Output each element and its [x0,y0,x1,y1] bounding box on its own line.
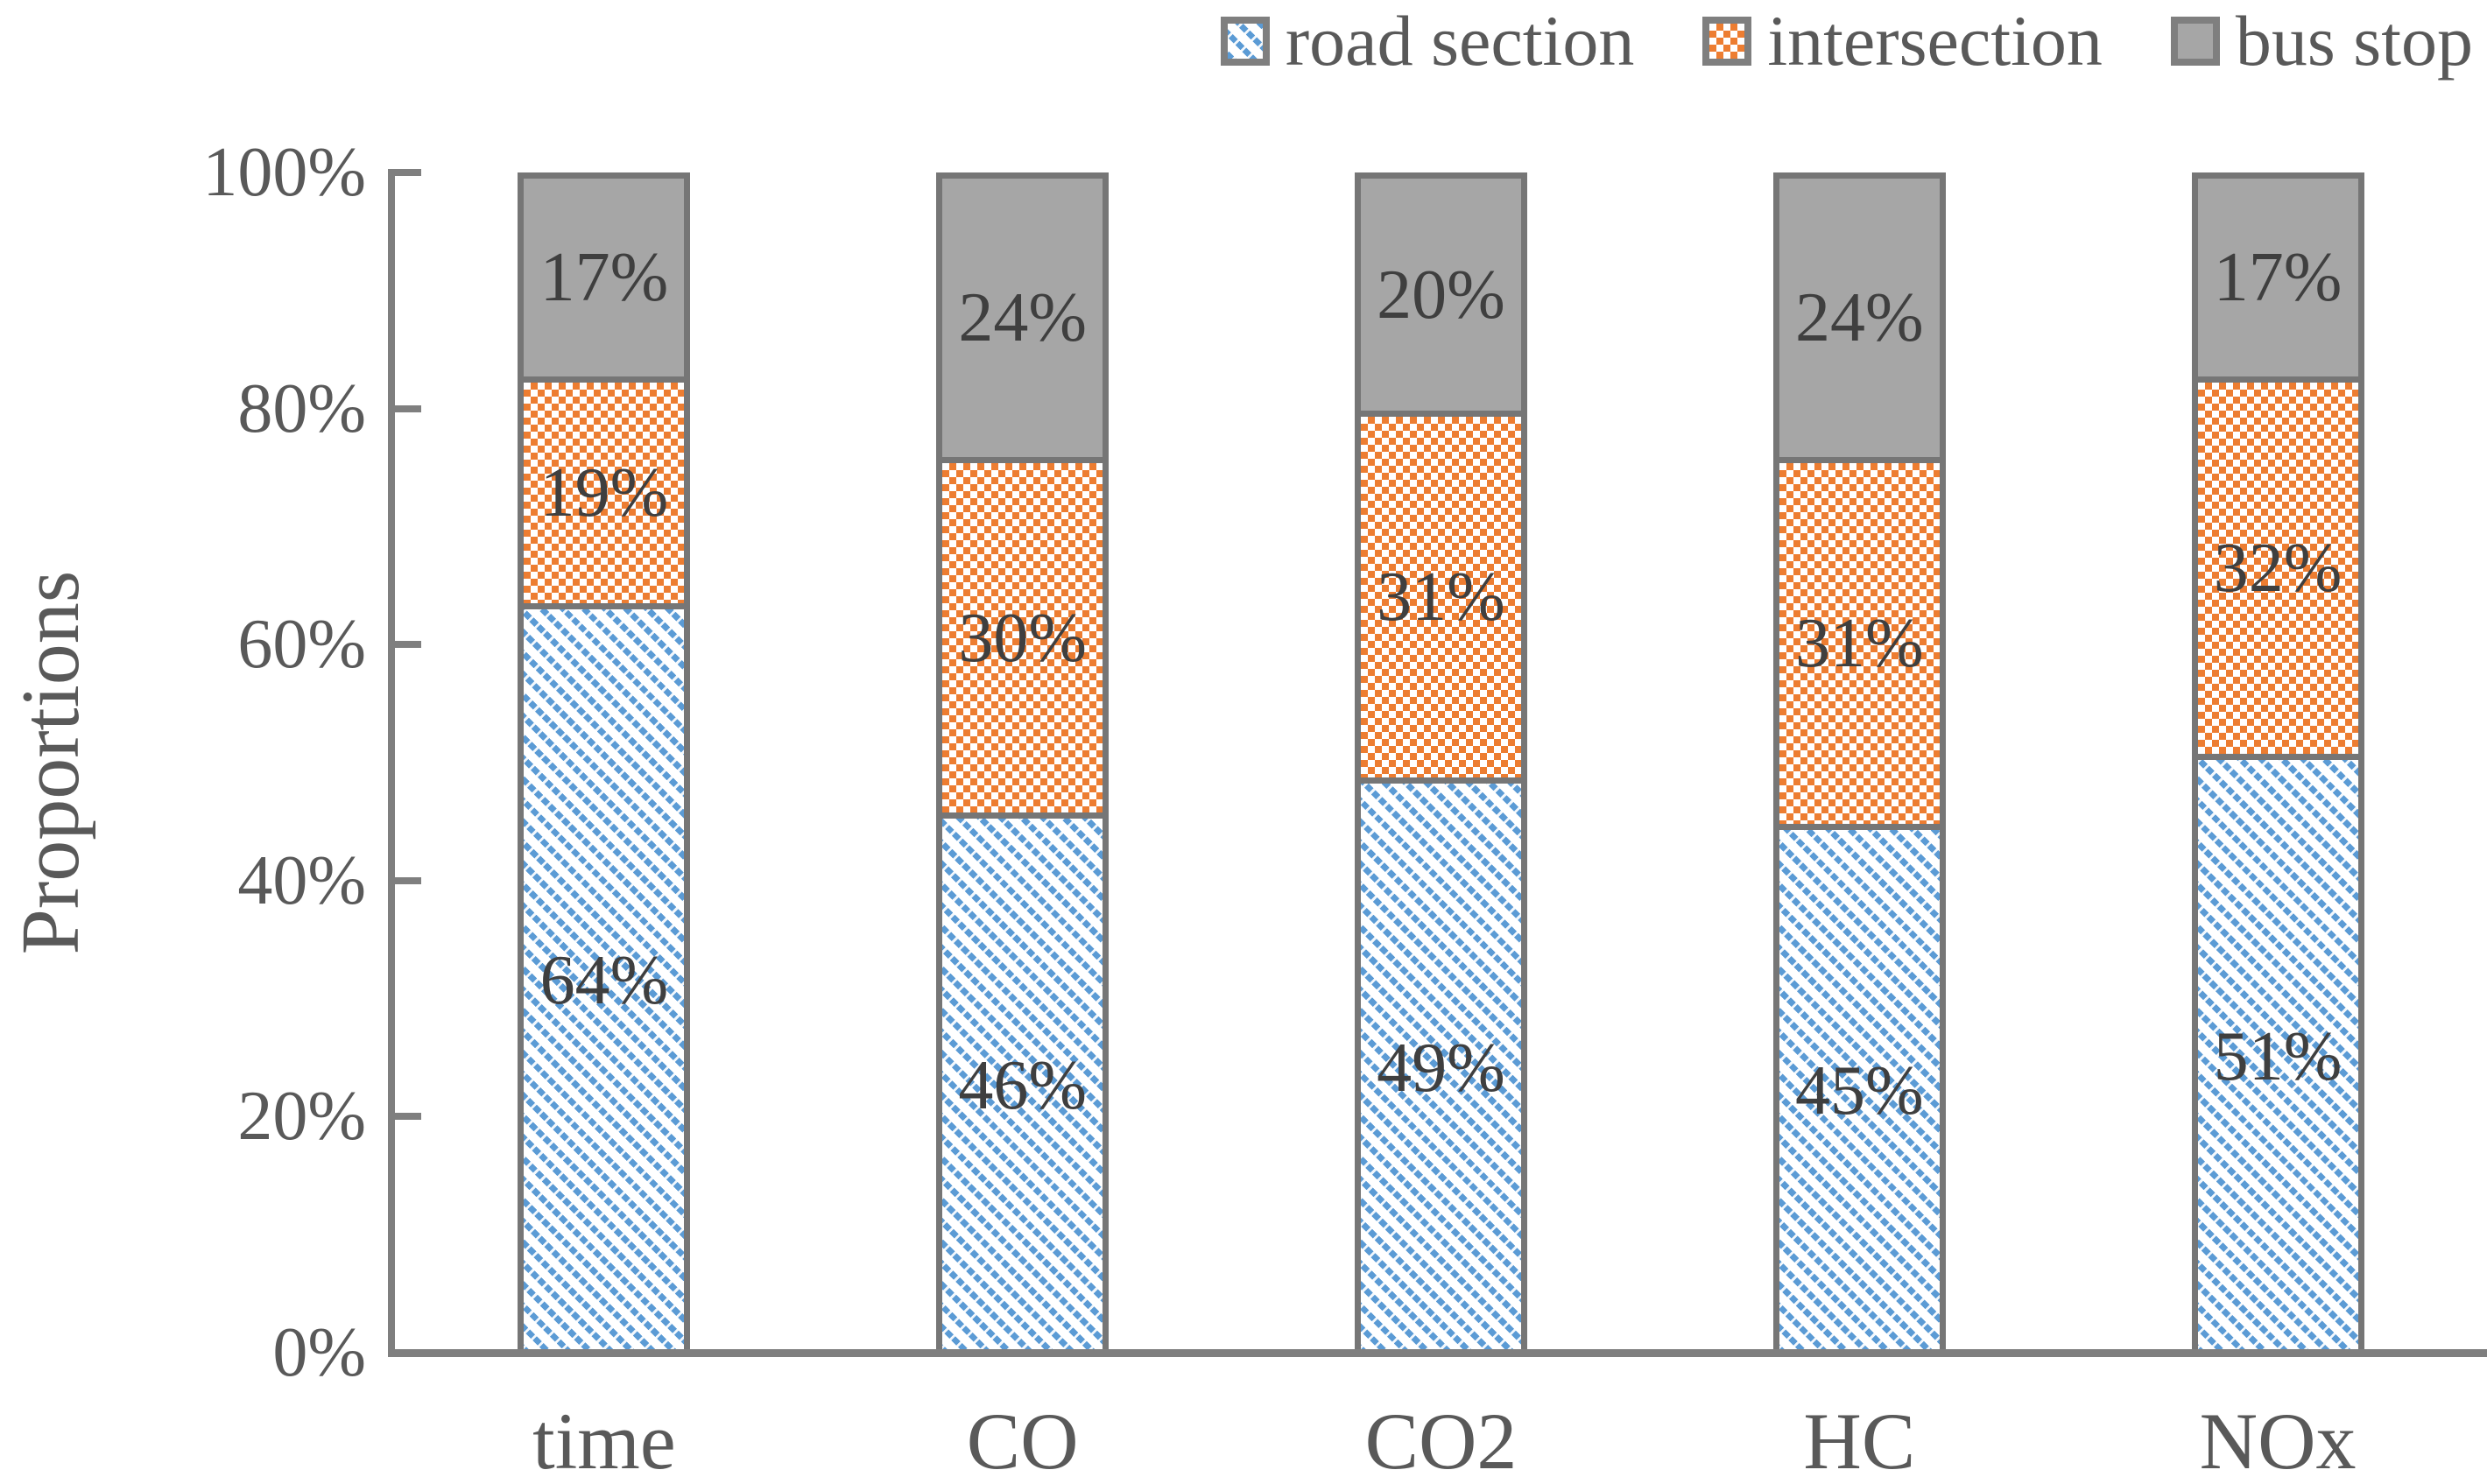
bar-segment-co-road-section: 46% [942,812,1103,1353]
stacked-bar-co: 24% 30% 46% [936,172,1110,1353]
y-axis-label-80-: 80% [237,369,366,447]
bar-segment-label-co2-road-section: 49% [1377,1029,1505,1107]
bar-segment-co-intersection: 30% [942,457,1103,812]
bar-segment-label-nox-road-section: 51% [2213,1017,2343,1095]
legend-label-road-section: road section [1285,1,1635,81]
plot-area: 17% 19% 64% 24% 30% 46% 20% 31% 49% 24% 31% 45% 17% 3… [395,172,2487,1354]
stacked-bar-time: 17% 19% 64% [518,172,691,1353]
y-axis-line [388,169,395,1357]
x-axis-label-co: CO [966,1396,1079,1484]
x-axis-label-co2: CO2 [1364,1396,1518,1484]
legend-swatch-road-section-icon [1220,17,1270,66]
bar-segment-co2-road-section: 49% [1360,777,1521,1354]
bar-segment-co-bus-stop: 24% [942,179,1103,458]
stacked-bar-hc: 24% 31% 45% [1772,172,1946,1354]
bar-slot-nox: 17% 32% 51% [2068,172,2487,1353]
bar-segment-time-bus-stop: 17% [524,179,685,376]
y-axis-tick-40- [395,876,421,884]
bar-segment-hc-road-section: 45% [1779,823,1940,1354]
bar-segment-label-co2-intersection: 31% [1377,559,1505,637]
legend-item-bus-stop: bus stop [2170,1,2473,81]
x-axis-line [388,1349,2487,1357]
legend-swatch-intersection-icon [1702,17,1752,66]
y-axis-label-100-: 100% [202,134,366,211]
legend-label-bus-stop: bus stop [2235,1,2473,81]
bar-segment-label-time-intersection: 19% [539,454,669,531]
x-axis-label-time: time [532,1396,676,1484]
bar-segment-hc-bus-stop: 24% [1779,179,1940,458]
bar-segment-label-co2-bus-stop: 20% [1377,256,1505,334]
bar-segment-hc-intersection: 31% [1779,457,1940,824]
bar-slot-hc: 24% 31% 45% [1650,172,2068,1354]
x-axis-labels: time CO CO2 HC NOx [395,1401,2487,1481]
stacked-bar-co2: 20% 31% 49% [1354,172,1527,1354]
bar-segment-label-co-intersection: 30% [958,599,1087,677]
legend-item-intersection: intersection [1702,5,2103,77]
bar-slot-co: 24% 30% 46% [814,172,1232,1353]
bar-segment-label-nox-bus-stop: 17% [2213,238,2343,316]
bar-segment-label-hc-intersection: 31% [1794,605,1924,683]
y-axis-ticks [395,169,421,1353]
legend-swatch-bus-stop-icon [2170,17,2220,66]
bar-segment-label-co-road-section: 46% [958,1046,1087,1124]
stacked-bar-nox: 17% 32% 51% [2191,172,2364,1353]
bar-segment-time-road-section: 64% [524,602,685,1353]
x-axis-label-hc: HC [1803,1396,1916,1484]
bar-segment-label-time-road-section: 64% [539,942,669,1020]
bar-segment-label-co-bus-stop: 24% [958,279,1087,357]
y-axis-tick-labels: 0% 20% 40% 60% 80% 100% [0,137,366,1388]
bar-segment-nox-road-section: 51% [2197,754,2358,1353]
legend-item-road-section: road section [1220,1,1635,81]
y-axis-label-60-: 60% [237,606,366,684]
y-axis-tick-80- [395,404,421,412]
bar-segment-label-hc-bus-stop: 24% [1794,279,1924,357]
bar-segment-co2-intersection: 31% [1360,411,1521,777]
bar-slot-co2: 20% 31% 49% [1232,172,1651,1354]
legend-label-intersection: intersection [1767,1,2103,81]
y-axis-label-40-: 40% [237,841,366,919]
bar-segment-nox-bus-stop: 17% [2197,179,2358,376]
bar-segment-label-hc-road-section: 45% [1794,1052,1924,1130]
x-axis-label-nox: NOx [2199,1396,2357,1484]
y-axis-label-0-: 0% [272,1314,366,1391]
bar-segment-label-time-bus-stop: 17% [539,238,669,316]
y-axis-tick-20- [395,1113,421,1121]
y-axis-tick-100- [395,169,421,176]
bar-segment-co2-bus-stop: 20% [1360,179,1521,411]
bar-segment-time-intersection: 19% [524,376,685,603]
y-axis-tick-60- [395,641,421,649]
bar-segment-label-nox-intersection: 32% [2213,529,2343,607]
y-axis-label-20-: 20% [237,1078,366,1156]
legend: road section intersection bus stop [1220,1,2473,81]
bar-segment-nox-intersection: 32% [2197,376,2358,755]
bar-slot-time: 17% 19% 64% [395,172,814,1353]
